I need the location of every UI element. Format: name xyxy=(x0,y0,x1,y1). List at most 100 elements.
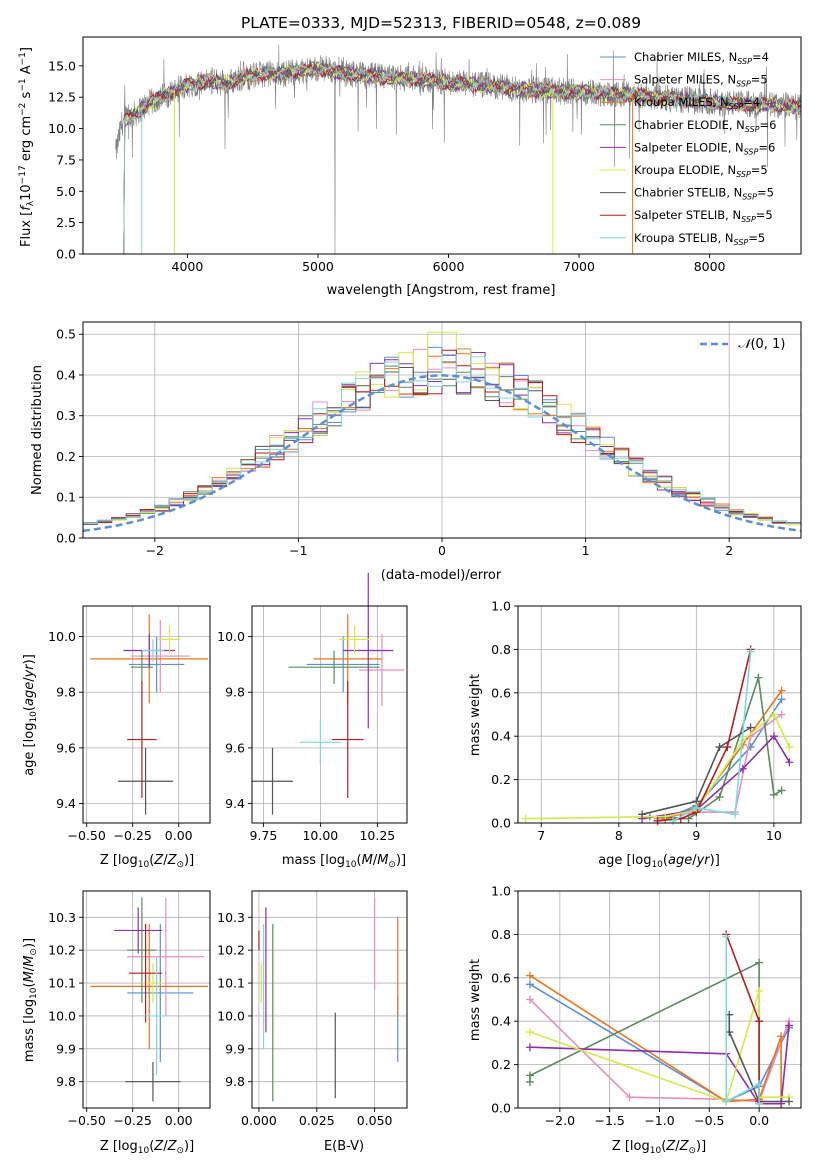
series-marker-9 xyxy=(746,647,755,656)
x-tick-label: 10 xyxy=(766,828,782,843)
x-tick-label: −2 xyxy=(146,543,164,558)
legend-label-5: Salpeter ELODIE, NSSP=6 xyxy=(634,140,775,156)
y-tick-label: 0.8 xyxy=(491,927,511,942)
plot-content xyxy=(90,897,209,1102)
plot-content xyxy=(115,44,801,254)
series-marker-2 xyxy=(625,1093,634,1102)
series-marker-3 xyxy=(525,971,534,980)
y-tick-label: 12.5 xyxy=(48,90,76,105)
y-tick-label: 0.6 xyxy=(491,685,511,700)
plot-content xyxy=(525,930,794,1108)
y-tick-label: 10.1 xyxy=(48,976,76,991)
x-tick-label: −1 xyxy=(289,543,307,558)
y-tick-label: 1.0 xyxy=(491,599,511,614)
legend-label-4: Chabrier ELODIE, NSSP=6 xyxy=(634,118,776,134)
x-tick-label: 0.025 xyxy=(299,1113,335,1128)
series-marker-6 xyxy=(769,710,778,719)
spectrum-xlabel: wavelength [Angstrom, rest frame] xyxy=(327,283,556,298)
x-tick-label: 0.000 xyxy=(241,1113,277,1128)
svg-text:Flux [fλ10−17 erg cm−2 s−1 A−1: Flux [fλ10−17 erg cm−2 s−1 A−1] xyxy=(18,47,36,247)
series-marker-9 xyxy=(755,1080,764,1089)
y-tick-label: 0.1 xyxy=(56,490,76,505)
x-tick-label: 8000 xyxy=(694,259,726,274)
p6-ylabel: mass [log10(M/M⊙)] xyxy=(22,938,39,1062)
axes: −2.0 −1.5 −1.0 −0.5 0.0 0.0 0.2 0.4 0.6 0.8 1.0 xyxy=(491,884,802,1128)
grid-lines xyxy=(252,891,407,1108)
y-tick-label: 9.6 xyxy=(225,740,245,755)
series-marker-3 xyxy=(777,686,786,695)
axes-frame xyxy=(251,605,408,824)
p5-xlabel: age [log10(age/yr)] xyxy=(598,853,720,870)
y-tick-label: 2.5 xyxy=(56,215,76,230)
model-spectrum-line-9 xyxy=(119,62,801,254)
x-tick-label: 0 xyxy=(438,543,446,558)
p7-xlabel: E(B-V) xyxy=(324,1139,364,1154)
p8-xlabel: Z [log10(Z/Z⊙)] xyxy=(612,1139,706,1156)
spectrum-title: PLATE=0333, MJD=52313, FIBERID=0548, z=0… xyxy=(241,14,641,32)
x-tick-label: 8 xyxy=(615,828,623,843)
series-marker-1 xyxy=(525,980,534,989)
series-marker-6 xyxy=(755,986,764,995)
legend-label-8: Salpeter STELIB, NSSP=5 xyxy=(634,208,773,224)
y-tick-label: 0.0 xyxy=(56,531,76,546)
axes: −2 −1 0 1 2 0.0 0.1 0.2 0.3 0.4 0.5 xyxy=(56,321,802,558)
grid-lines xyxy=(83,606,210,823)
y-tick-label: 10.0 xyxy=(48,1008,76,1023)
p8-ylabel: mass weight xyxy=(468,959,483,1041)
series-marker-8 xyxy=(723,743,732,752)
y-tick-label: 0.4 xyxy=(56,367,76,382)
y-tick-label: 10.2 xyxy=(217,943,245,958)
y-tick-label: 10.0 xyxy=(48,121,76,136)
x-tick-label: 10.00 xyxy=(302,828,338,843)
series-marker-9 xyxy=(755,1099,764,1108)
x-tick-label: 0.00 xyxy=(165,828,193,843)
series-line-7 xyxy=(728,1014,789,1103)
x-tick-label: −0.25 xyxy=(114,1113,152,1128)
mass-weight-vs-metallicity-panel: −2.0 −1.5 −1.0 −0.5 0.0 0.0 0.2 0.4 0.6 0.8 1.0 xyxy=(491,884,802,1128)
p3-xlabel: Z [log10(Z/Z⊙)] xyxy=(100,853,194,870)
series-marker-8 xyxy=(755,1017,764,1026)
histogram-steps-6 xyxy=(83,331,801,526)
y-tick-label: 10.3 xyxy=(48,910,76,925)
plot-content xyxy=(521,645,794,825)
normal-distribution-curve xyxy=(82,374,802,533)
y-tick-label: 9.4 xyxy=(225,796,245,811)
series-marker-5 xyxy=(525,1043,534,1052)
model-spectrum-line-8 xyxy=(119,63,801,254)
x-tick-label: −0.50 xyxy=(68,828,106,843)
series-marker-9 xyxy=(722,932,731,941)
x-tick-label: 0.0 xyxy=(749,1113,769,1128)
series-marker-5 xyxy=(785,758,794,767)
y-tick-label: 0.2 xyxy=(56,449,76,464)
axes: 0.000 0.025 0.050 9.8 9.9 10.0 10.1 10.2 10.3 xyxy=(217,890,408,1128)
series-marker-9 xyxy=(722,1097,731,1106)
y-tick-label: 9.8 xyxy=(225,1074,245,1089)
x-tick-label: 2 xyxy=(725,543,733,558)
spectrum-panel: 4000 5000 6000 7000 8000 0.0 2.5 5.0 7.5 10.0 12.5… xyxy=(48,36,802,274)
histogram-xlabel: (data-model)/error xyxy=(381,568,502,583)
series-marker-2 xyxy=(777,710,786,719)
series-marker-3 xyxy=(777,1032,786,1041)
series-marker-6 xyxy=(525,1028,534,1037)
y-tick-label: 0.2 xyxy=(491,772,511,787)
x-tick-label: 1 xyxy=(582,543,590,558)
y-tick-label: 0.4 xyxy=(491,729,511,744)
series-marker-6 xyxy=(521,814,530,823)
series-marker-7 xyxy=(785,1097,794,1106)
x-tick-label: −1.0 xyxy=(644,1113,674,1128)
x-tick-label: 6000 xyxy=(433,259,465,274)
series-line-9 xyxy=(672,651,752,822)
mass-vs-metallicity-panel: −0.50 −0.25 0.00 9.8 9.9 10.0 10.1 10.2 10.3 xyxy=(48,890,211,1128)
plot-content xyxy=(252,572,405,815)
y-tick-label: 0.6 xyxy=(491,970,511,985)
p3-ylabel: age [log10(age/yr)] xyxy=(22,654,39,776)
y-tick-label: 9.8 xyxy=(225,685,245,700)
series-marker-4 xyxy=(525,1071,534,1080)
plot-content xyxy=(82,331,802,533)
mass-weight-vs-age-panel: 7 8 9 10 0.0 0.2 0.4 0.6 0.8 1.0 xyxy=(491,599,802,843)
series-marker-2 xyxy=(525,995,534,1004)
x-tick-label: −0.5 xyxy=(694,1113,724,1128)
x-tick-label: −0.50 xyxy=(68,1113,106,1128)
x-tick-label: 10.25 xyxy=(359,828,395,843)
